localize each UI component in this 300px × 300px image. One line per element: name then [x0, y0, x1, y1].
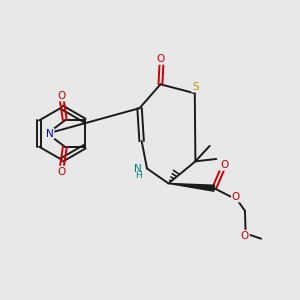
Text: O: O	[157, 54, 165, 64]
Text: O: O	[232, 192, 240, 202]
Text: O: O	[220, 160, 228, 170]
Polygon shape	[169, 183, 214, 191]
Text: H: H	[135, 171, 141, 180]
Text: O: O	[58, 91, 66, 100]
Text: S: S	[192, 82, 199, 92]
Text: O: O	[241, 231, 249, 241]
Text: O: O	[58, 167, 66, 177]
Text: N: N	[134, 164, 142, 173]
Text: N: N	[46, 129, 54, 139]
